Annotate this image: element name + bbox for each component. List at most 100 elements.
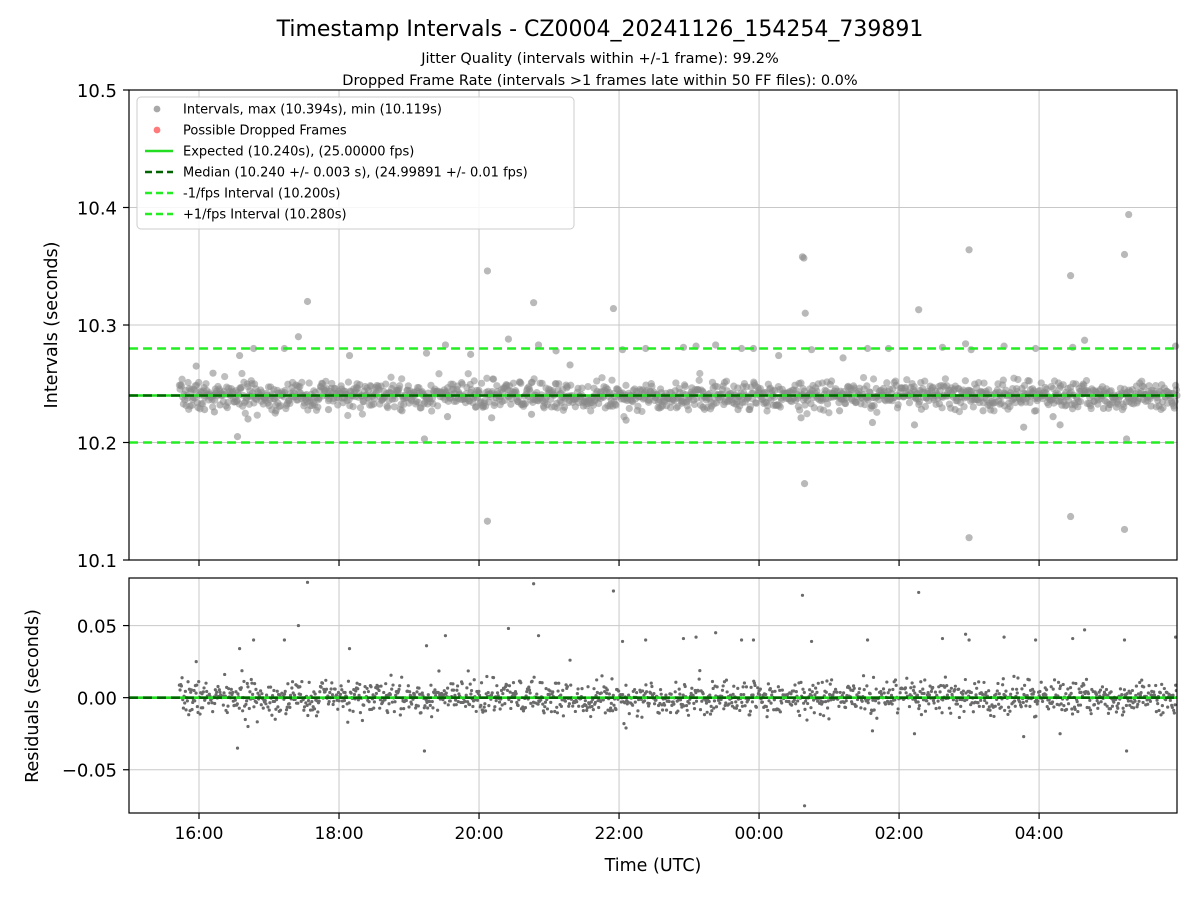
- residual-point: [272, 688, 276, 693]
- interval-point: [1087, 404, 1095, 413]
- residual-point: [189, 688, 193, 692]
- residual-point: [708, 712, 713, 716]
- residual-point: [495, 691, 500, 695]
- interval-point: [384, 404, 392, 412]
- interval-point: [938, 404, 946, 412]
- residual-point: [559, 693, 563, 697]
- interval-outlier-point: [1049, 413, 1057, 421]
- residual-point: [601, 698, 605, 702]
- intervals-y-tick-label: 10.3: [77, 316, 117, 337]
- intervals-points: [175, 210, 1181, 542]
- residual-point: [1058, 684, 1063, 688]
- residual-point: [242, 679, 246, 684]
- residual-point: [201, 706, 205, 710]
- residual-point: [446, 703, 450, 707]
- interval-point: [349, 403, 357, 411]
- residual-outlier-point: [809, 639, 814, 644]
- residual-point: [648, 691, 653, 695]
- residual-point: [1171, 693, 1175, 697]
- interval-outlier-point: [236, 351, 244, 360]
- residual-point: [540, 681, 544, 685]
- residual-point: [614, 707, 618, 712]
- interval-point: [224, 398, 232, 406]
- residual-point: [1058, 686, 1062, 691]
- interval-point: [883, 379, 891, 387]
- legend-label: Median (10.240 +/- 0.003 s), (24.99891 +…: [183, 166, 528, 181]
- residual-point: [633, 687, 637, 692]
- residual-point: [1019, 705, 1023, 709]
- residual-point: [983, 698, 987, 703]
- legend-label: -1/fps Interval (10.200s): [183, 187, 340, 202]
- residual-point: [351, 709, 355, 713]
- x-axis-label: Time (UTC): [604, 856, 702, 876]
- residual-point: [240, 669, 244, 673]
- residual-point: [1173, 703, 1177, 707]
- interval-point: [477, 379, 486, 387]
- residual-point: [607, 692, 611, 696]
- interval-point: [358, 410, 367, 418]
- residual-outlier-point: [865, 638, 870, 642]
- residual-point: [873, 699, 878, 703]
- residual-point: [446, 686, 450, 690]
- residual-point: [323, 690, 327, 694]
- residual-point: [909, 686, 913, 690]
- residual-point: [1120, 713, 1125, 717]
- interval-outlier-point: [244, 415, 252, 423]
- residual-point: [1172, 711, 1176, 715]
- residual-point: [816, 699, 820, 703]
- residual-point: [324, 678, 328, 682]
- residual-point: [1156, 702, 1160, 706]
- residual-point: [251, 692, 255, 696]
- residual-point: [610, 677, 614, 681]
- residual-point: [959, 704, 963, 708]
- residual-point: [535, 692, 539, 696]
- residual-point: [443, 701, 447, 705]
- residual-point: [919, 713, 924, 717]
- interval-outlier-point: [467, 350, 475, 358]
- residual-point: [576, 687, 580, 691]
- residual-point: [592, 687, 596, 691]
- residual-point: [1036, 699, 1040, 703]
- residual-point: [889, 699, 893, 703]
- residual-point: [1088, 698, 1092, 702]
- interval-point: [434, 402, 442, 410]
- residual-point: [398, 713, 402, 717]
- residual-point: [280, 691, 284, 695]
- residual-point: [871, 675, 876, 680]
- interval-point: [903, 376, 911, 384]
- residual-point: [812, 698, 816, 702]
- interval-point: [356, 404, 365, 412]
- residual-point: [278, 708, 283, 712]
- residual-point: [366, 689, 371, 694]
- residual-point: [479, 703, 483, 708]
- residual-point: [465, 686, 469, 690]
- residual-point: [296, 701, 300, 705]
- residual-point: [493, 705, 497, 709]
- residual-point: [389, 673, 393, 677]
- residual-point: [1016, 676, 1020, 680]
- residual-point: [692, 701, 696, 705]
- residual-point: [468, 682, 472, 686]
- residual-point: [931, 698, 936, 703]
- legend-box: [136, 96, 575, 230]
- residual-outlier-point: [620, 639, 625, 644]
- interval-point: [648, 382, 656, 390]
- residual-point: [828, 692, 832, 697]
- residual-point: [274, 707, 278, 711]
- residual-point: [1155, 698, 1159, 702]
- residual-point: [621, 692, 625, 697]
- interval-point: [391, 395, 399, 403]
- interval-outlier-point: [910, 421, 919, 429]
- residual-point: [256, 691, 260, 695]
- residual-point: [528, 691, 532, 695]
- residual-point: [494, 699, 498, 703]
- interval-point: [695, 376, 703, 384]
- residual-point: [1008, 709, 1012, 713]
- residual-point: [739, 693, 743, 697]
- residual-point: [1006, 712, 1010, 717]
- residual-point: [509, 706, 513, 711]
- residual-point: [982, 680, 986, 685]
- residual-point: [945, 684, 949, 688]
- interval-point: [796, 406, 804, 414]
- figure-title: Timestamp Intervals - CZ0004_20241126_15…: [276, 17, 924, 42]
